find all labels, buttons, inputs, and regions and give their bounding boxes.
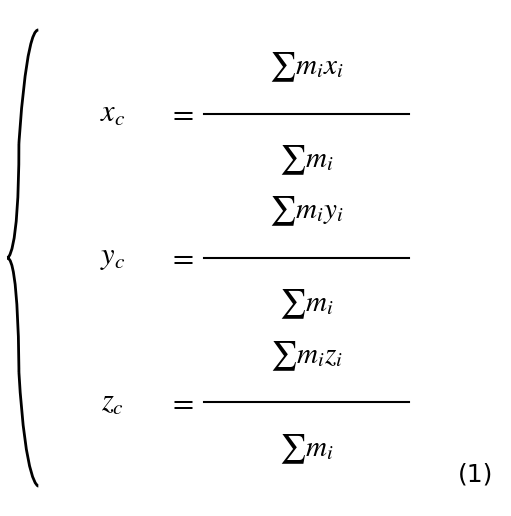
Text: $x_c$: $x_c$ xyxy=(100,99,125,128)
Text: $\sum m_i$: $\sum m_i$ xyxy=(279,287,334,321)
Text: (1): (1) xyxy=(457,463,493,487)
Text: $\sum m_i y_i$: $\sum m_i y_i$ xyxy=(269,195,344,229)
Text: $y_c$: $y_c$ xyxy=(100,244,125,272)
Text: $=$: $=$ xyxy=(169,244,194,272)
Text: $z_c$: $z_c$ xyxy=(101,388,124,417)
Text: $\sum m_i$: $\sum m_i$ xyxy=(279,432,334,466)
Text: $=$: $=$ xyxy=(169,388,194,417)
Text: $\sum m_i x_i$: $\sum m_i x_i$ xyxy=(269,50,344,84)
Text: $\sum m_i$: $\sum m_i$ xyxy=(279,143,334,177)
Text: $\sum m_i z_i$: $\sum m_i z_i$ xyxy=(270,339,343,373)
Text: $=$: $=$ xyxy=(169,99,194,128)
